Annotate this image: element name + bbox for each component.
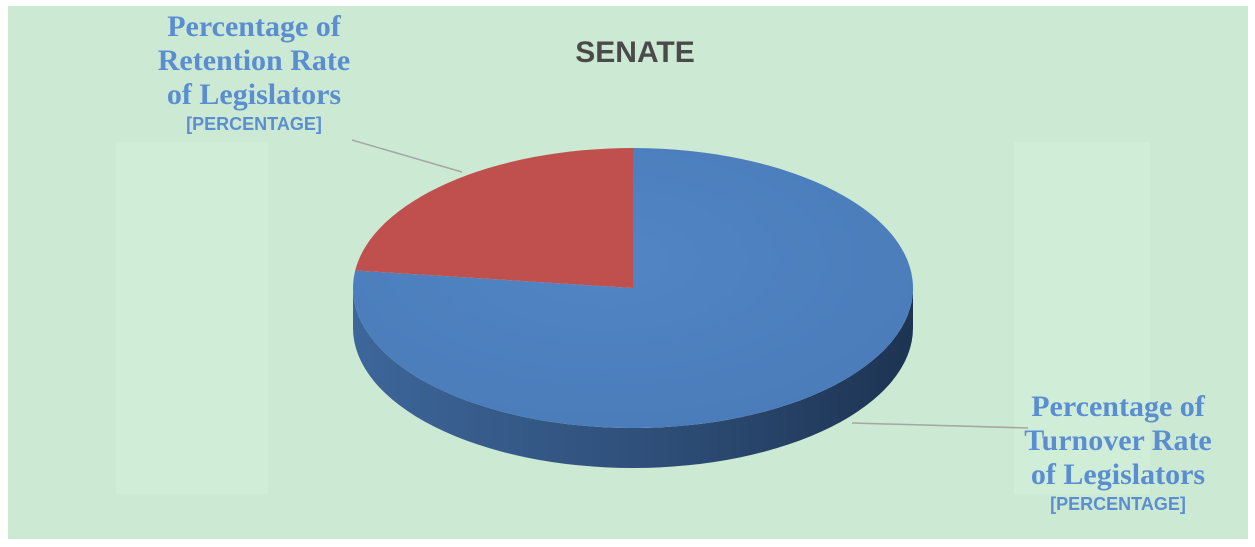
background-panel-left bbox=[116, 142, 268, 494]
leader-line-retention bbox=[351, 139, 463, 173]
pie-side-wall bbox=[353, 288, 913, 468]
background-panel-right bbox=[1014, 142, 1150, 494]
label-line: Turnover Rate bbox=[1024, 424, 1212, 457]
label-line: of Legislators bbox=[1030, 458, 1206, 491]
label-line: Retention Rate bbox=[157, 44, 351, 77]
pie-top-layer bbox=[352, 147, 914, 428]
label-line: Percentage of bbox=[1031, 390, 1205, 423]
chart-title: SENATE bbox=[575, 36, 695, 69]
pie-slice-retention bbox=[355, 147, 633, 288]
leader-lines bbox=[351, 139, 1029, 429]
value-label: [PERCENTAGE] bbox=[1050, 494, 1186, 514]
data-label-retention: Percentage of Retention Rate of Legislat… bbox=[144, 10, 364, 136]
data-label-turnover: Percentage of Turnover Rate of Legislato… bbox=[1008, 390, 1228, 516]
value-label: [PERCENTAGE] bbox=[186, 114, 322, 134]
pie-side-layer bbox=[353, 288, 913, 468]
label-line: of Legislators bbox=[166, 78, 342, 111]
label-line: Percentage of bbox=[167, 10, 341, 43]
leader-line-turnover bbox=[851, 422, 1029, 429]
